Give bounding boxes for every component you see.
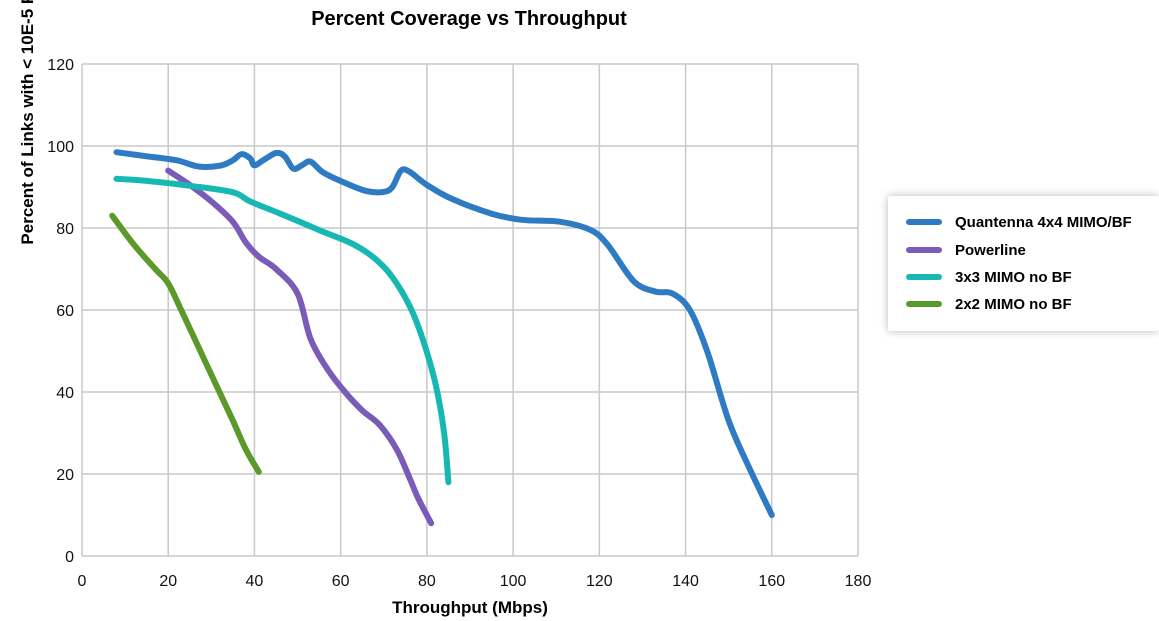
- y-tick-label: 40: [56, 385, 74, 402]
- series-line-powerline: [165, 167, 435, 527]
- y-axis-label: Percent of Links with < 10E-5 Packet Err…: [18, 0, 37, 245]
- x-tick-label: 180: [845, 573, 872, 590]
- x-tick-label: 160: [758, 573, 785, 590]
- legend-label: Quantenna 4x4 MIMO/BF: [955, 213, 1132, 231]
- x-tick-label: 140: [672, 573, 699, 590]
- x-tick-labels: 0 20 40 60 80 100 120 140 160 180: [78, 573, 872, 590]
- y-tick-label: 60: [56, 303, 74, 320]
- y-tick-label: 120: [47, 57, 74, 74]
- legend-label: 3x3 MIMO no BF: [955, 268, 1072, 286]
- y-tick-label: 20: [56, 467, 74, 484]
- series-lines: [109, 149, 775, 527]
- x-tick-label: 120: [586, 573, 613, 590]
- legend-swatch: [906, 301, 942, 307]
- legend-item-quantenna: Quantenna 4x4 MIMO/BF: [906, 211, 1132, 233]
- legend-swatch: [906, 247, 942, 253]
- series-line-quantenna: [113, 149, 775, 518]
- series-line-2x2-mimo: [109, 212, 262, 475]
- y-tick-label: 100: [47, 139, 74, 156]
- legend-item-3x3-mimo: 3x3 MIMO no BF: [906, 266, 1072, 288]
- y-tick-label: 80: [56, 221, 74, 238]
- x-axis-label: Throughput (Mbps): [392, 598, 548, 617]
- legend-item-2x2-mimo: 2x2 MIMO no BF: [906, 293, 1072, 315]
- x-tick-label: 40: [246, 573, 264, 590]
- legend-label: Powerline: [955, 241, 1026, 259]
- legend-label: 2x2 MIMO no BF: [955, 295, 1072, 313]
- x-tick-label: 60: [332, 573, 350, 590]
- x-tick-label: 80: [418, 573, 436, 590]
- y-tick-labels: 0 20 40 60 80 100 120: [47, 57, 74, 566]
- y-tick-label: 0: [65, 549, 74, 566]
- legend: Quantenna 4x4 MIMO/BF Powerline 3x3 MIMO…: [888, 196, 1159, 331]
- chart-title: Percent Coverage vs Throughput: [311, 8, 627, 30]
- x-tick-label: 20: [159, 573, 177, 590]
- x-tick-label: 100: [500, 573, 527, 590]
- grid-lines: [81, 63, 859, 557]
- legend-swatch: [906, 219, 942, 225]
- legend-item-powerline: Powerline: [906, 239, 1026, 261]
- series-line-3x3-mimo: [113, 175, 452, 486]
- x-tick-label: 0: [78, 573, 87, 590]
- legend-swatch: [906, 274, 942, 280]
